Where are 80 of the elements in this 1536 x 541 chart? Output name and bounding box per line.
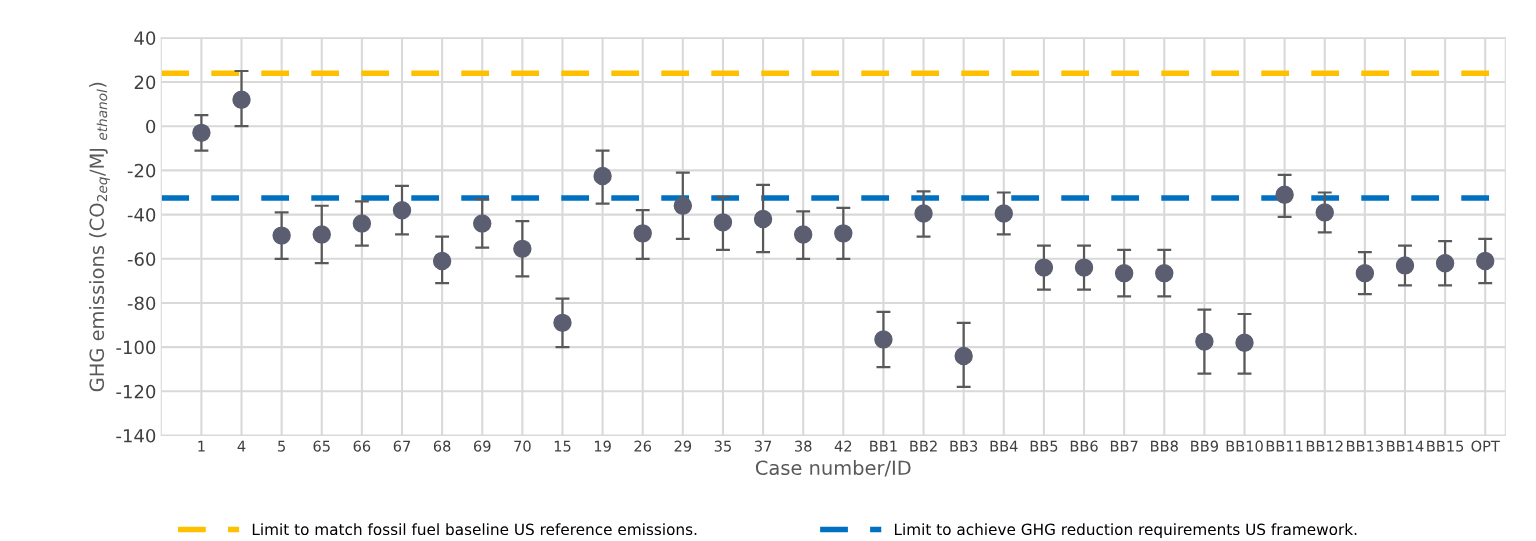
point	[593, 166, 612, 186]
x-tick-label: BB5	[1030, 440, 1058, 452]
point	[473, 214, 492, 233]
point	[432, 251, 452, 271]
x-tick-label: 15	[554, 440, 571, 452]
point	[272, 226, 291, 245]
point	[1435, 253, 1455, 273]
legend-label: Limit to match fossil fuel baseline US reference emissions.	[252, 523, 697, 536]
y-tick-label: -40	[127, 208, 156, 222]
x-tick-label: BB8	[1151, 440, 1178, 452]
y-tick-label: -140	[116, 428, 156, 443]
y-tick-label: 20	[134, 75, 156, 90]
x-tick-label: BB9	[1191, 440, 1218, 452]
x-tick-label: OPT	[1471, 440, 1500, 452]
point	[1155, 263, 1174, 283]
x-tick-label: BB15	[1427, 440, 1464, 452]
x-tick-label: BB7	[1110, 440, 1138, 452]
y-tick-label: -20	[127, 163, 156, 178]
legend-label: Limit to achieve GHG reduction requirements US framework.	[894, 523, 1357, 539]
point	[1395, 256, 1415, 275]
x-tick-label: 69	[473, 440, 491, 452]
x-tick-label: 5	[278, 440, 285, 452]
point	[1315, 203, 1334, 222]
point	[1275, 185, 1294, 204]
x-tick-label: BB3	[950, 440, 978, 452]
x-tick-label: BB2	[910, 440, 937, 452]
y-tick-label: -100	[116, 340, 156, 355]
point	[1074, 258, 1094, 277]
y-tick-label: 40	[134, 31, 156, 45]
x-tick-label: 65	[313, 440, 330, 452]
point	[753, 209, 773, 229]
point	[673, 196, 693, 215]
y-tick-label: -60	[127, 252, 156, 266]
y-axis-title: GHG emissions (CO$_{2eq}$/MJ $_{ethanol}$)	[89, 82, 110, 392]
point	[1114, 263, 1134, 283]
point	[713, 213, 733, 232]
point	[352, 214, 372, 233]
x-tick-label: BB11	[1266, 440, 1303, 452]
x-tick-label: 1	[198, 440, 205, 452]
x-axis-title: Case number/ID	[755, 460, 911, 477]
x-tick-label: 29	[674, 440, 692, 452]
x-tick-label: 68	[433, 440, 451, 452]
point	[192, 123, 211, 143]
x-tick-label: 70	[514, 440, 531, 452]
x-tick-label: 35	[714, 440, 731, 452]
point	[1355, 263, 1375, 283]
point	[513, 239, 532, 259]
point	[874, 330, 893, 349]
x-tick-label: BB14	[1387, 440, 1424, 452]
x-tick-label: BB12	[1306, 440, 1343, 452]
point	[1476, 251, 1495, 271]
x-tick-label: BB4	[990, 440, 1018, 452]
x-tick-label: BB10	[1226, 440, 1263, 452]
y-tick-label: -120	[116, 384, 156, 399]
x-tick-label: 26	[634, 440, 652, 452]
point	[553, 313, 572, 333]
y-tick-label: 0	[146, 119, 156, 134]
point	[834, 224, 853, 243]
point	[793, 225, 813, 244]
y-tick-label: -80	[127, 296, 156, 311]
x-tick-label: BB1	[870, 440, 897, 452]
point	[1034, 258, 1054, 277]
x-tick-label: 66	[353, 440, 371, 452]
point	[232, 90, 251, 109]
point	[1235, 333, 1254, 352]
point	[914, 204, 933, 223]
x-tick-label: 4	[237, 440, 246, 452]
x-tick-label: BB6	[1070, 440, 1098, 452]
point	[954, 346, 973, 366]
x-tick-label: 42	[834, 440, 852, 452]
x-tick-label: 38	[795, 440, 812, 452]
x-tick-label: 67	[393, 440, 411, 452]
point	[994, 204, 1013, 223]
x-tick-label: BB13	[1347, 440, 1383, 452]
point	[312, 225, 331, 244]
x-tick-label: 37	[754, 440, 772, 452]
point	[392, 200, 412, 220]
point	[633, 224, 652, 243]
point	[1195, 332, 1214, 351]
x-tick-label: 19	[594, 440, 611, 452]
